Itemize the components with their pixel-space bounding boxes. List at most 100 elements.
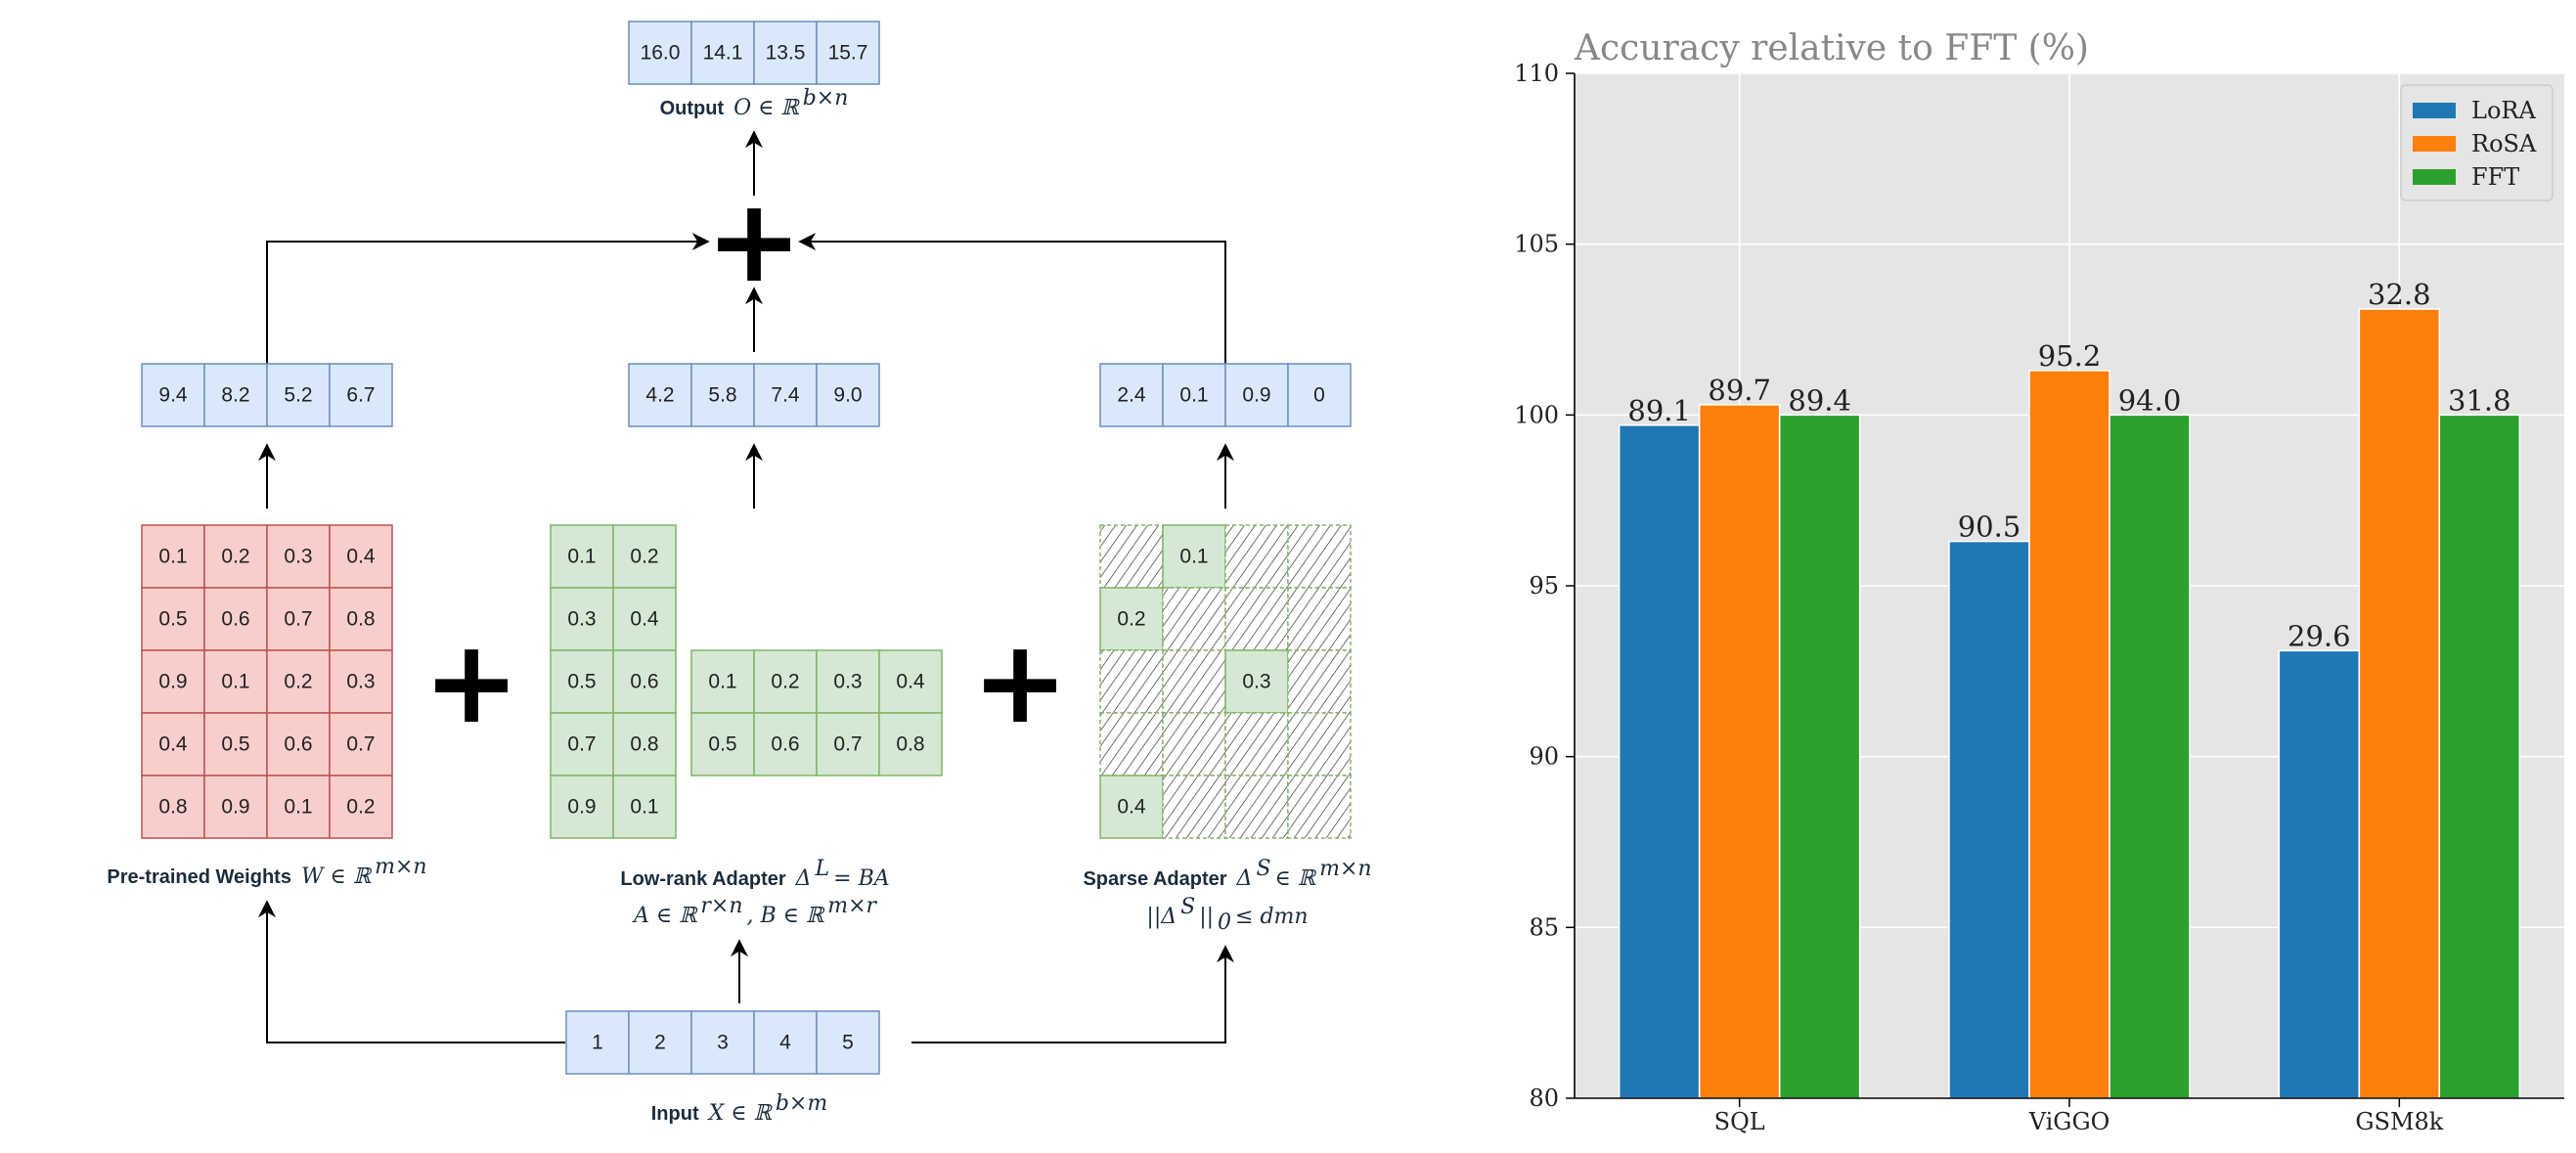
sparse-cell-hatch: [1288, 713, 1351, 776]
sparse-zero-cell: [1225, 776, 1288, 838]
pretrained-matrix-cell-value: 0.7: [284, 608, 312, 631]
pretrained-label: Pre-trained Weights W ∈ ℝ m×n: [107, 855, 426, 889]
pretrained-matrix-cell: 0.6: [267, 713, 330, 776]
lowrank-b-cell: 0.6: [613, 650, 676, 713]
arrow-input-to-pretrained: [267, 902, 565, 1042]
sparse-cell-hatch: [1163, 650, 1225, 713]
bar-value-label: 32.8: [2368, 278, 2431, 311]
chart-legend: LoRARoSAFFT: [2401, 85, 2553, 200]
arrow-pretrained-to-sum: [267, 242, 708, 364]
lowrank-a-cell: 0.4: [879, 650, 942, 713]
sparse-cell-hatch: [1225, 776, 1288, 838]
input-label: Input X ∈ ℝ b×m: [651, 1091, 827, 1126]
bar-value-label: 95.2: [2038, 339, 2102, 373]
sparse-zero-cell: [1100, 525, 1163, 588]
sparse-nonzero-cell: 0.2: [1100, 588, 1163, 650]
sparse-cell-hatch: [1163, 713, 1225, 776]
pretrained-matrix-cell-value: 0.4: [346, 546, 376, 568]
lowrank-label-bold: Low-rank Adapter: [620, 868, 785, 890]
lowrank-b-cell: 0.1: [613, 776, 676, 838]
pretrained-weights-matrix: 0.1 0.2 0.3 0.40.5 0.6 0.7 0.80.9 0.1 0.2 0.30.4 0…: [142, 525, 392, 838]
chart-title: Accuracy relative to FFT (%): [1574, 28, 2089, 68]
bar-lora-gsm8k: [2279, 650, 2359, 1098]
pretrained-matrix-cell-value: 0.3: [346, 671, 375, 693]
x-tick-label: SQL: [1714, 1108, 1765, 1135]
bar-value-label: 31.8: [2448, 383, 2511, 417]
sparse-sublabel-b: ||: [1199, 905, 1214, 929]
output-cell: 16.0: [629, 22, 691, 84]
sparse-result-cell: 2.4: [1100, 364, 1163, 426]
sparse-cell-value: 0.2: [1117, 608, 1145, 631]
pretrained-matrix-cell: 0.9: [204, 776, 267, 838]
sparse-label-sup: S: [1256, 857, 1270, 881]
sparse-sublabel-c: ≤ dmn: [1235, 905, 1309, 929]
bar-value-label: 94.0: [2118, 383, 2182, 417]
lowrank-label-math: Δ: [795, 866, 812, 891]
sparse-sublabel: ||Δ S || 0 ≤ dmn: [1146, 895, 1308, 935]
lowrank-result-cell: 9.0: [817, 364, 879, 426]
sparse-label-sup2: m×n: [1319, 857, 1371, 881]
pretrained-matrix-cell: 0.7: [267, 588, 330, 650]
lowrank-b-cell: 0.5: [551, 650, 613, 713]
input-cell: 1: [566, 1011, 629, 1074]
pretrained-matrix-cell: 0.4: [142, 713, 204, 776]
sparse-cell-hatch: [1288, 525, 1351, 588]
lowrank-a-cell-value: 0.8: [896, 733, 924, 756]
lowrank-b-cell-value: 0.7: [567, 733, 596, 756]
input-cell: 3: [691, 1011, 754, 1074]
sparse-nonzero-cell: 0.4: [1100, 776, 1163, 838]
bar-value-label: 89.1: [1627, 394, 1691, 427]
legend-label: FFT: [2471, 163, 2519, 191]
lowrank-a-cell: 0.6: [754, 713, 817, 776]
sparse-cell-hatch: [1288, 588, 1351, 650]
pretrained-result-vector: 9.4 8.2 5.2 6.7: [142, 364, 392, 426]
lowrank-sublabel-b: , B ∈ ℝ: [747, 904, 825, 928]
sparse-zero-cell: [1225, 588, 1288, 650]
pretrained-matrix-cell-value: 0.6: [284, 733, 312, 756]
lowrank-a-matrix: 0.1 0.2 0.3 0.4 0.5 0.6 0.7 0.8: [691, 650, 942, 776]
output-vector: 16.0 14.1 13.5 15.7: [629, 22, 879, 84]
sparse-zero-cell: [1100, 650, 1163, 713]
bar-fft-gsm8k: [2439, 415, 2519, 1098]
legend-label: RoSA: [2471, 130, 2537, 157]
output-label-bold: Output: [660, 98, 725, 119]
sparse-cell-hatch: [1225, 525, 1288, 588]
pretrained-matrix-cell-value: 0.1: [221, 671, 249, 693]
lowrank-a-cell-value: 0.1: [708, 671, 736, 693]
input-cell: 2: [629, 1011, 691, 1074]
pretrained-result-cell: 9.4: [142, 364, 204, 426]
pretrained-matrix-cell-value: 0.3: [284, 546, 312, 568]
input-cell-value: 3: [717, 1032, 729, 1054]
lowrank-sublabel-b-sup: m×r: [827, 894, 877, 918]
sparse-zero-cell: [1288, 525, 1351, 588]
bar-lora-viggo: [1949, 542, 2029, 1098]
y-tick-label: 105: [1514, 231, 1559, 258]
input-cell: 5: [817, 1011, 879, 1074]
input-cell-value: 2: [654, 1032, 666, 1054]
lowrank-b-cell-value: 0.2: [630, 546, 658, 568]
lowrank-label: Low-rank Adapter Δ L = BA: [620, 857, 889, 891]
input-label-bold: Input: [651, 1103, 699, 1125]
lowrank-a-cell: 0.7: [817, 713, 879, 776]
pretrained-matrix-cell: 0.2: [330, 776, 392, 838]
sparse-result-cell: 0.9: [1225, 364, 1288, 426]
pretrained-label-math: W ∈ ℝ: [301, 865, 373, 889]
x-tick-labels: SQL ViGGO GSM8k: [1714, 1108, 2444, 1135]
lowrank-result-cell-value: 5.8: [708, 384, 736, 407]
lowrank-result-cell: 7.4: [754, 364, 817, 426]
plus-symbol-left: +: [423, 614, 520, 749]
pretrained-result-cell-value: 9.4: [158, 384, 188, 407]
pretrained-result-cell: 6.7: [330, 364, 392, 426]
pretrained-matrix-cell: 0.8: [330, 588, 392, 650]
sparse-cell-hatch: [1225, 713, 1288, 776]
y-tick-labels: 80859095100105110: [1514, 60, 1559, 1112]
pretrained-matrix-cell: 0.3: [330, 650, 392, 713]
y-tick-label: 95: [1529, 572, 1559, 599]
sparse-sublabel-b-sub: 0: [1218, 910, 1231, 935]
pretrained-matrix-cell-value: 0.6: [221, 608, 249, 631]
pretrained-result-cell-value: 6.7: [346, 384, 375, 407]
sparse-zero-cell: [1288, 776, 1351, 838]
lowrank-b-cell: 0.8: [613, 713, 676, 776]
bar-rosa-sql: [1700, 405, 1780, 1098]
legend-swatch: [2413, 136, 2456, 152]
